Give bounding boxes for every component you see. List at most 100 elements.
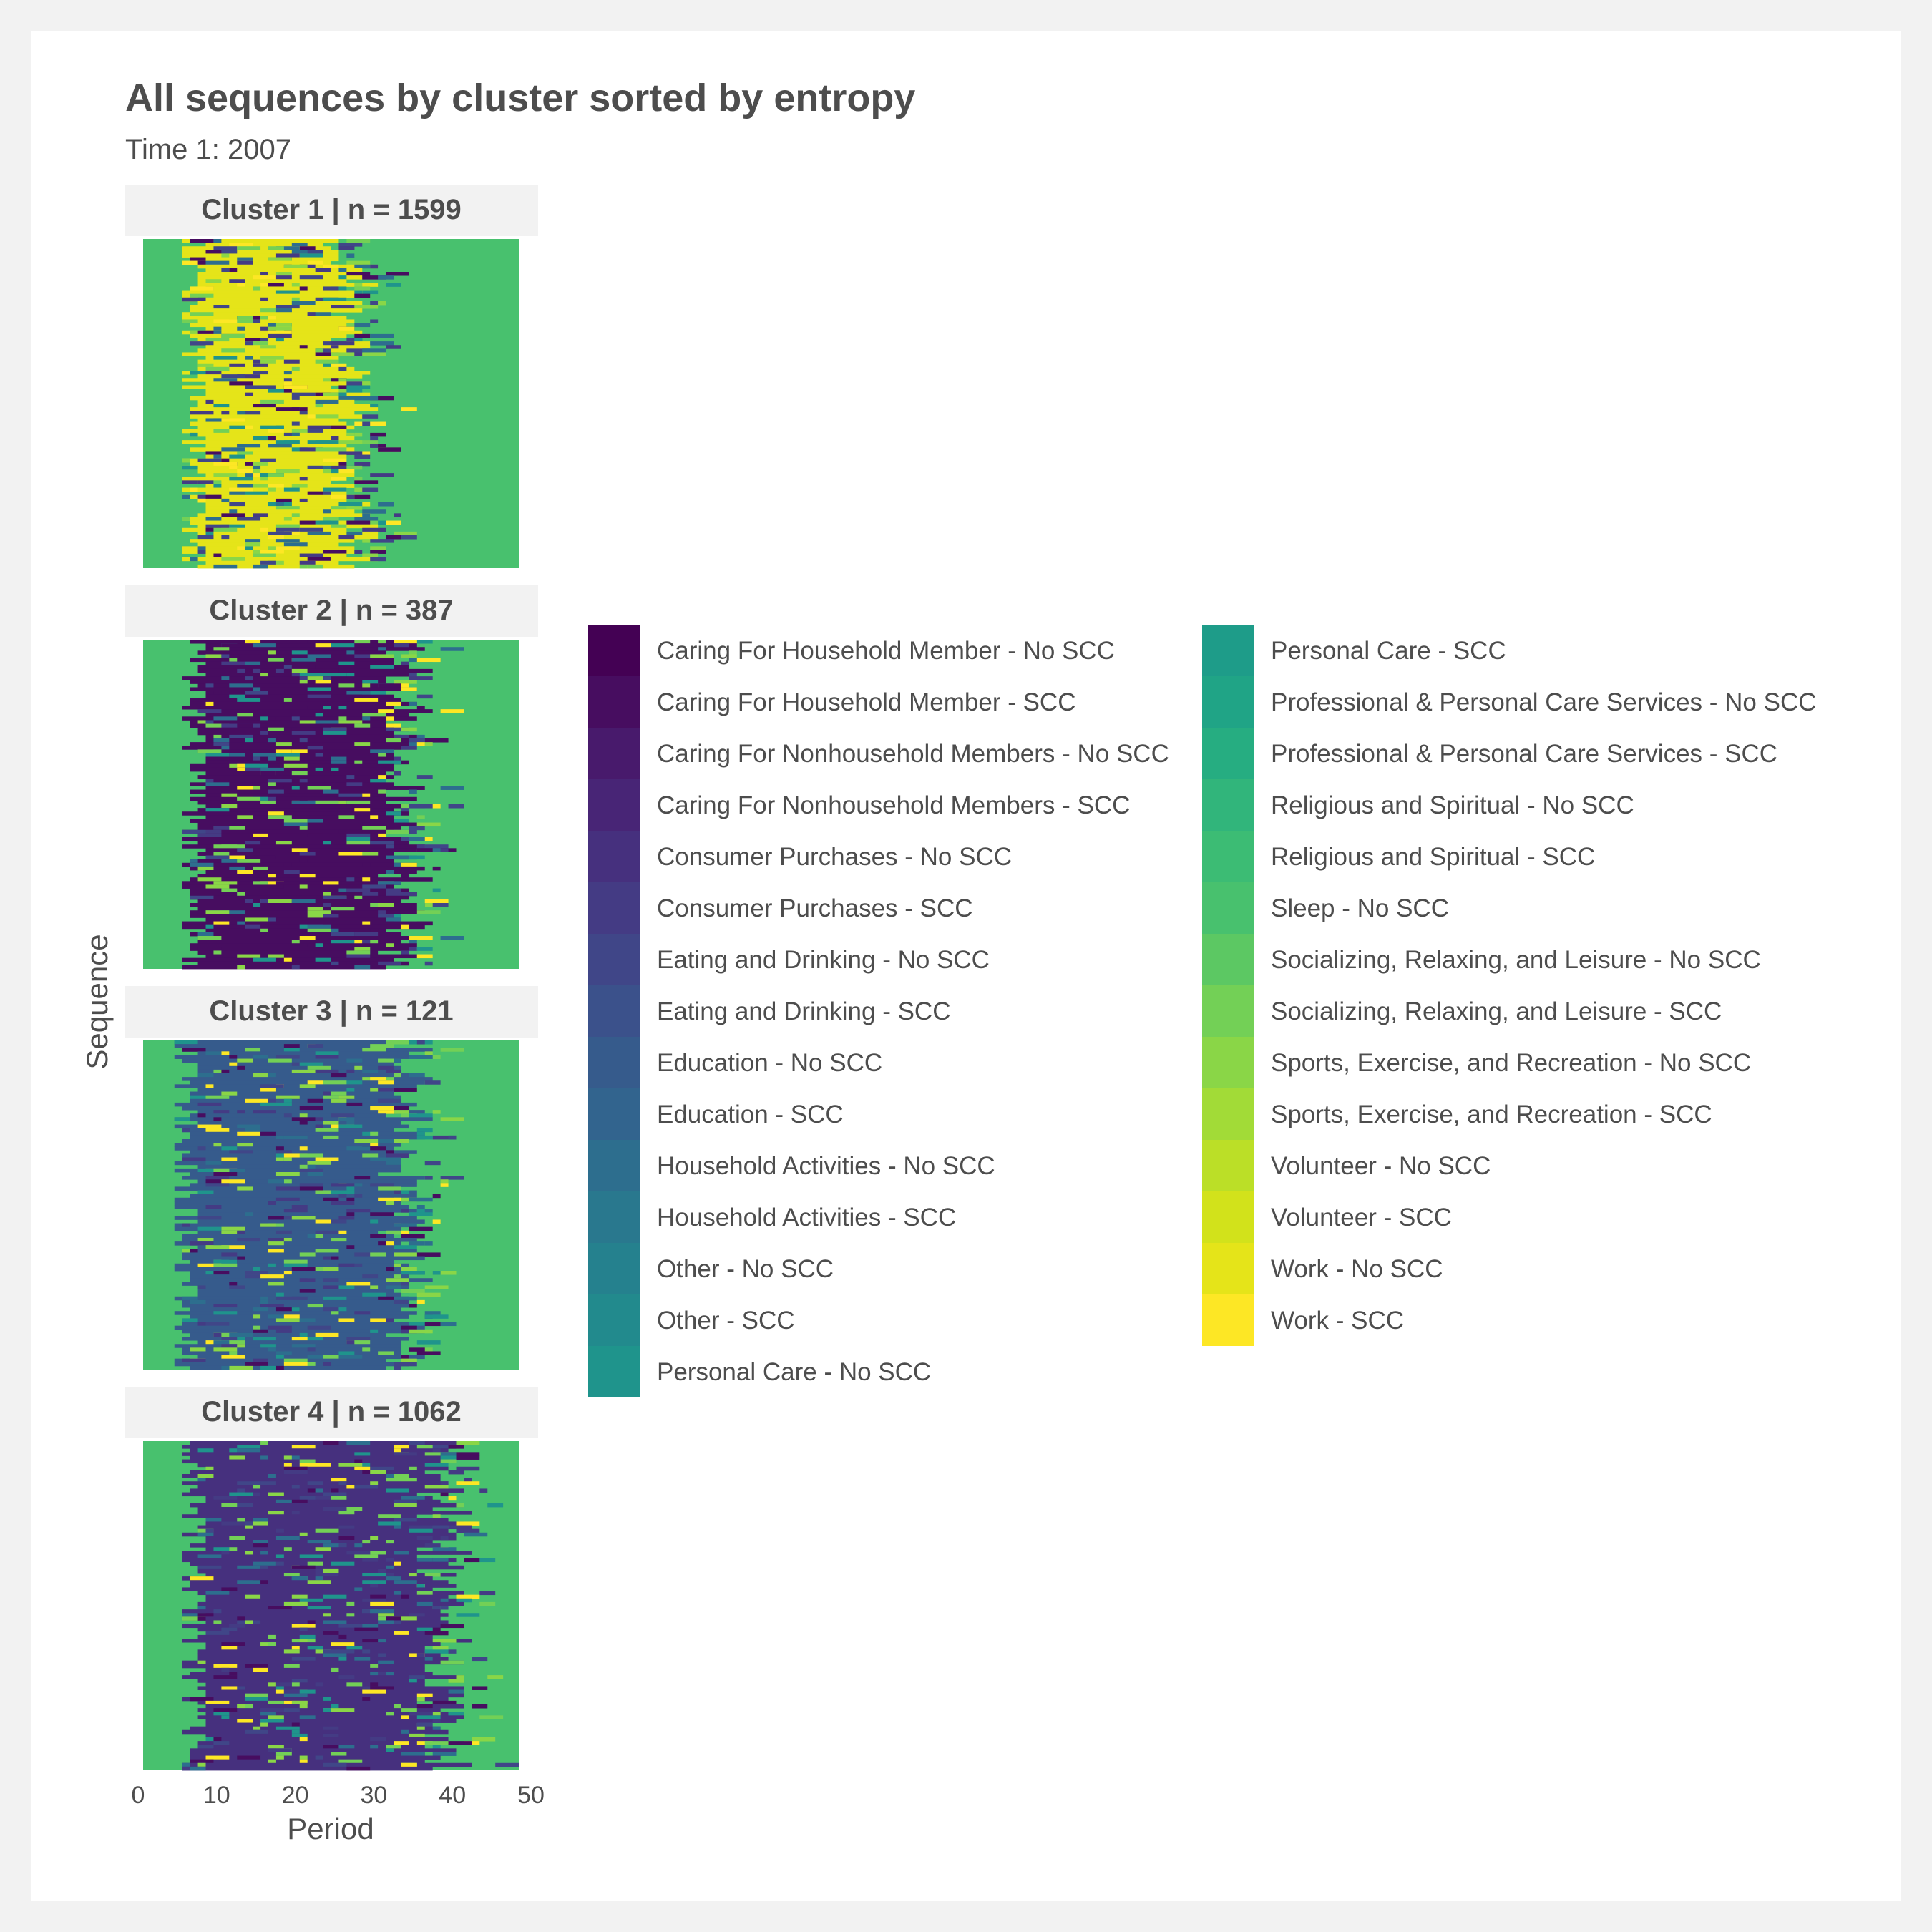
sequence-segment — [237, 793, 253, 798]
sequence-segment — [197, 1102, 222, 1107]
sequence-segment — [338, 1351, 355, 1355]
sequence-segment — [275, 1755, 284, 1760]
sequence-segment — [268, 531, 292, 536]
sequence-segment — [260, 1084, 284, 1088]
sequence-segment — [346, 465, 363, 470]
legend-label: Education - No SCC — [657, 1049, 882, 1077]
sequence-segment — [197, 1565, 222, 1570]
sequence-segment — [213, 1347, 238, 1352]
sequence-segment — [174, 1201, 401, 1206]
sequence-segment — [205, 399, 214, 404]
legend-key — [588, 1346, 640, 1397]
sequence-segment — [448, 1496, 457, 1501]
sequence-segment — [307, 1044, 323, 1048]
sequence-segment — [386, 1040, 409, 1045]
sequence-segment — [205, 454, 347, 459]
x-tick-label: 0 — [132, 1782, 145, 1809]
sequence-segment — [401, 1209, 409, 1213]
sequence-segment — [237, 1065, 245, 1070]
sequence-segment — [197, 1124, 222, 1129]
sequence-segment — [338, 246, 355, 250]
sequence-segment — [283, 1044, 300, 1048]
sequence-segment — [283, 1601, 308, 1606]
sequence-segment — [362, 1347, 371, 1352]
sequence-segment — [197, 1073, 417, 1078]
sequence-segment — [197, 665, 409, 670]
sequence-segment — [424, 1463, 449, 1468]
sequence-segment — [253, 371, 268, 375]
sequence-segment — [283, 870, 300, 874]
legend-key — [1202, 1294, 1254, 1346]
sequence-segment — [394, 1525, 401, 1530]
sequence-segment — [205, 855, 230, 860]
sequence-segment — [315, 1157, 339, 1162]
sequence-segment — [346, 691, 371, 696]
sequence-segment — [323, 286, 339, 291]
sequence-segment — [213, 950, 222, 955]
sequence-segment — [260, 1712, 276, 1716]
sequence-segment — [354, 517, 379, 521]
sequence-segment — [291, 366, 300, 371]
sequence-segment — [440, 1455, 457, 1460]
sequence-segment — [205, 1737, 214, 1742]
legend-label: Caring For Household Member - SCC — [657, 688, 1075, 716]
sequence-segment — [315, 800, 339, 805]
sequence-segment — [346, 1197, 355, 1202]
sequence-segment — [174, 1040, 198, 1045]
sequence-segment — [260, 297, 268, 302]
sequence-segment — [213, 246, 238, 250]
sequence-segment — [237, 451, 253, 455]
sequence-segment — [409, 789, 417, 794]
sequence-segment — [275, 1095, 300, 1100]
sequence-segment — [362, 716, 371, 721]
sequence-segment — [229, 1150, 253, 1154]
sequence-segment — [205, 779, 214, 783]
sequence-segment — [394, 1704, 401, 1709]
sequence-segment — [182, 1249, 190, 1253]
sequence-segment — [213, 527, 238, 532]
sequence-segment — [190, 723, 394, 728]
sequence-segment — [331, 1561, 355, 1566]
sequence-segment — [338, 1543, 347, 1548]
sequence-segment — [401, 654, 417, 658]
sequence-segment — [416, 1040, 425, 1045]
sequence-segment — [323, 447, 347, 452]
sequence-segment — [401, 1496, 425, 1501]
sequence-segment — [182, 676, 386, 680]
sequence-segment — [338, 1263, 355, 1268]
legend-key — [588, 1140, 640, 1191]
sequence-segment — [213, 1311, 238, 1315]
legend-key — [1202, 728, 1254, 779]
sequence-segment — [416, 844, 425, 849]
sequence-segment — [299, 275, 323, 280]
sequence-segment — [182, 1329, 425, 1334]
sequence-segment — [354, 1554, 379, 1558]
sequence-segment — [354, 760, 363, 765]
sequence-segment — [354, 286, 371, 291]
sequence-segment — [409, 804, 433, 809]
sequence-segment — [174, 1161, 401, 1166]
sequence-segment — [221, 1091, 238, 1096]
sequence-segment — [182, 1551, 472, 1555]
sequence-segment — [291, 1511, 300, 1515]
sequence-segment — [338, 829, 363, 834]
sequence-segment — [307, 465, 323, 470]
sequence-segment — [190, 680, 198, 684]
sequence-segment — [283, 1271, 292, 1275]
sequence-segment — [205, 1528, 214, 1533]
sequence-segment — [323, 517, 339, 521]
sequence-segment — [237, 1704, 245, 1709]
sequence-segment — [307, 1304, 323, 1308]
sequence-segment — [448, 1470, 464, 1475]
sequence-segment — [370, 665, 394, 670]
sequence-segment — [378, 1672, 386, 1676]
sequence-segment — [299, 477, 308, 481]
sequence-segment — [307, 1488, 316, 1493]
sequence-segment — [448, 1712, 464, 1716]
sequence-segment — [370, 1682, 379, 1687]
sequence-segment — [283, 1466, 308, 1471]
sequence-segment — [370, 841, 394, 845]
sequence-segment — [197, 1613, 214, 1617]
sequence-segment — [253, 513, 268, 517]
sequence-segment — [190, 396, 363, 401]
